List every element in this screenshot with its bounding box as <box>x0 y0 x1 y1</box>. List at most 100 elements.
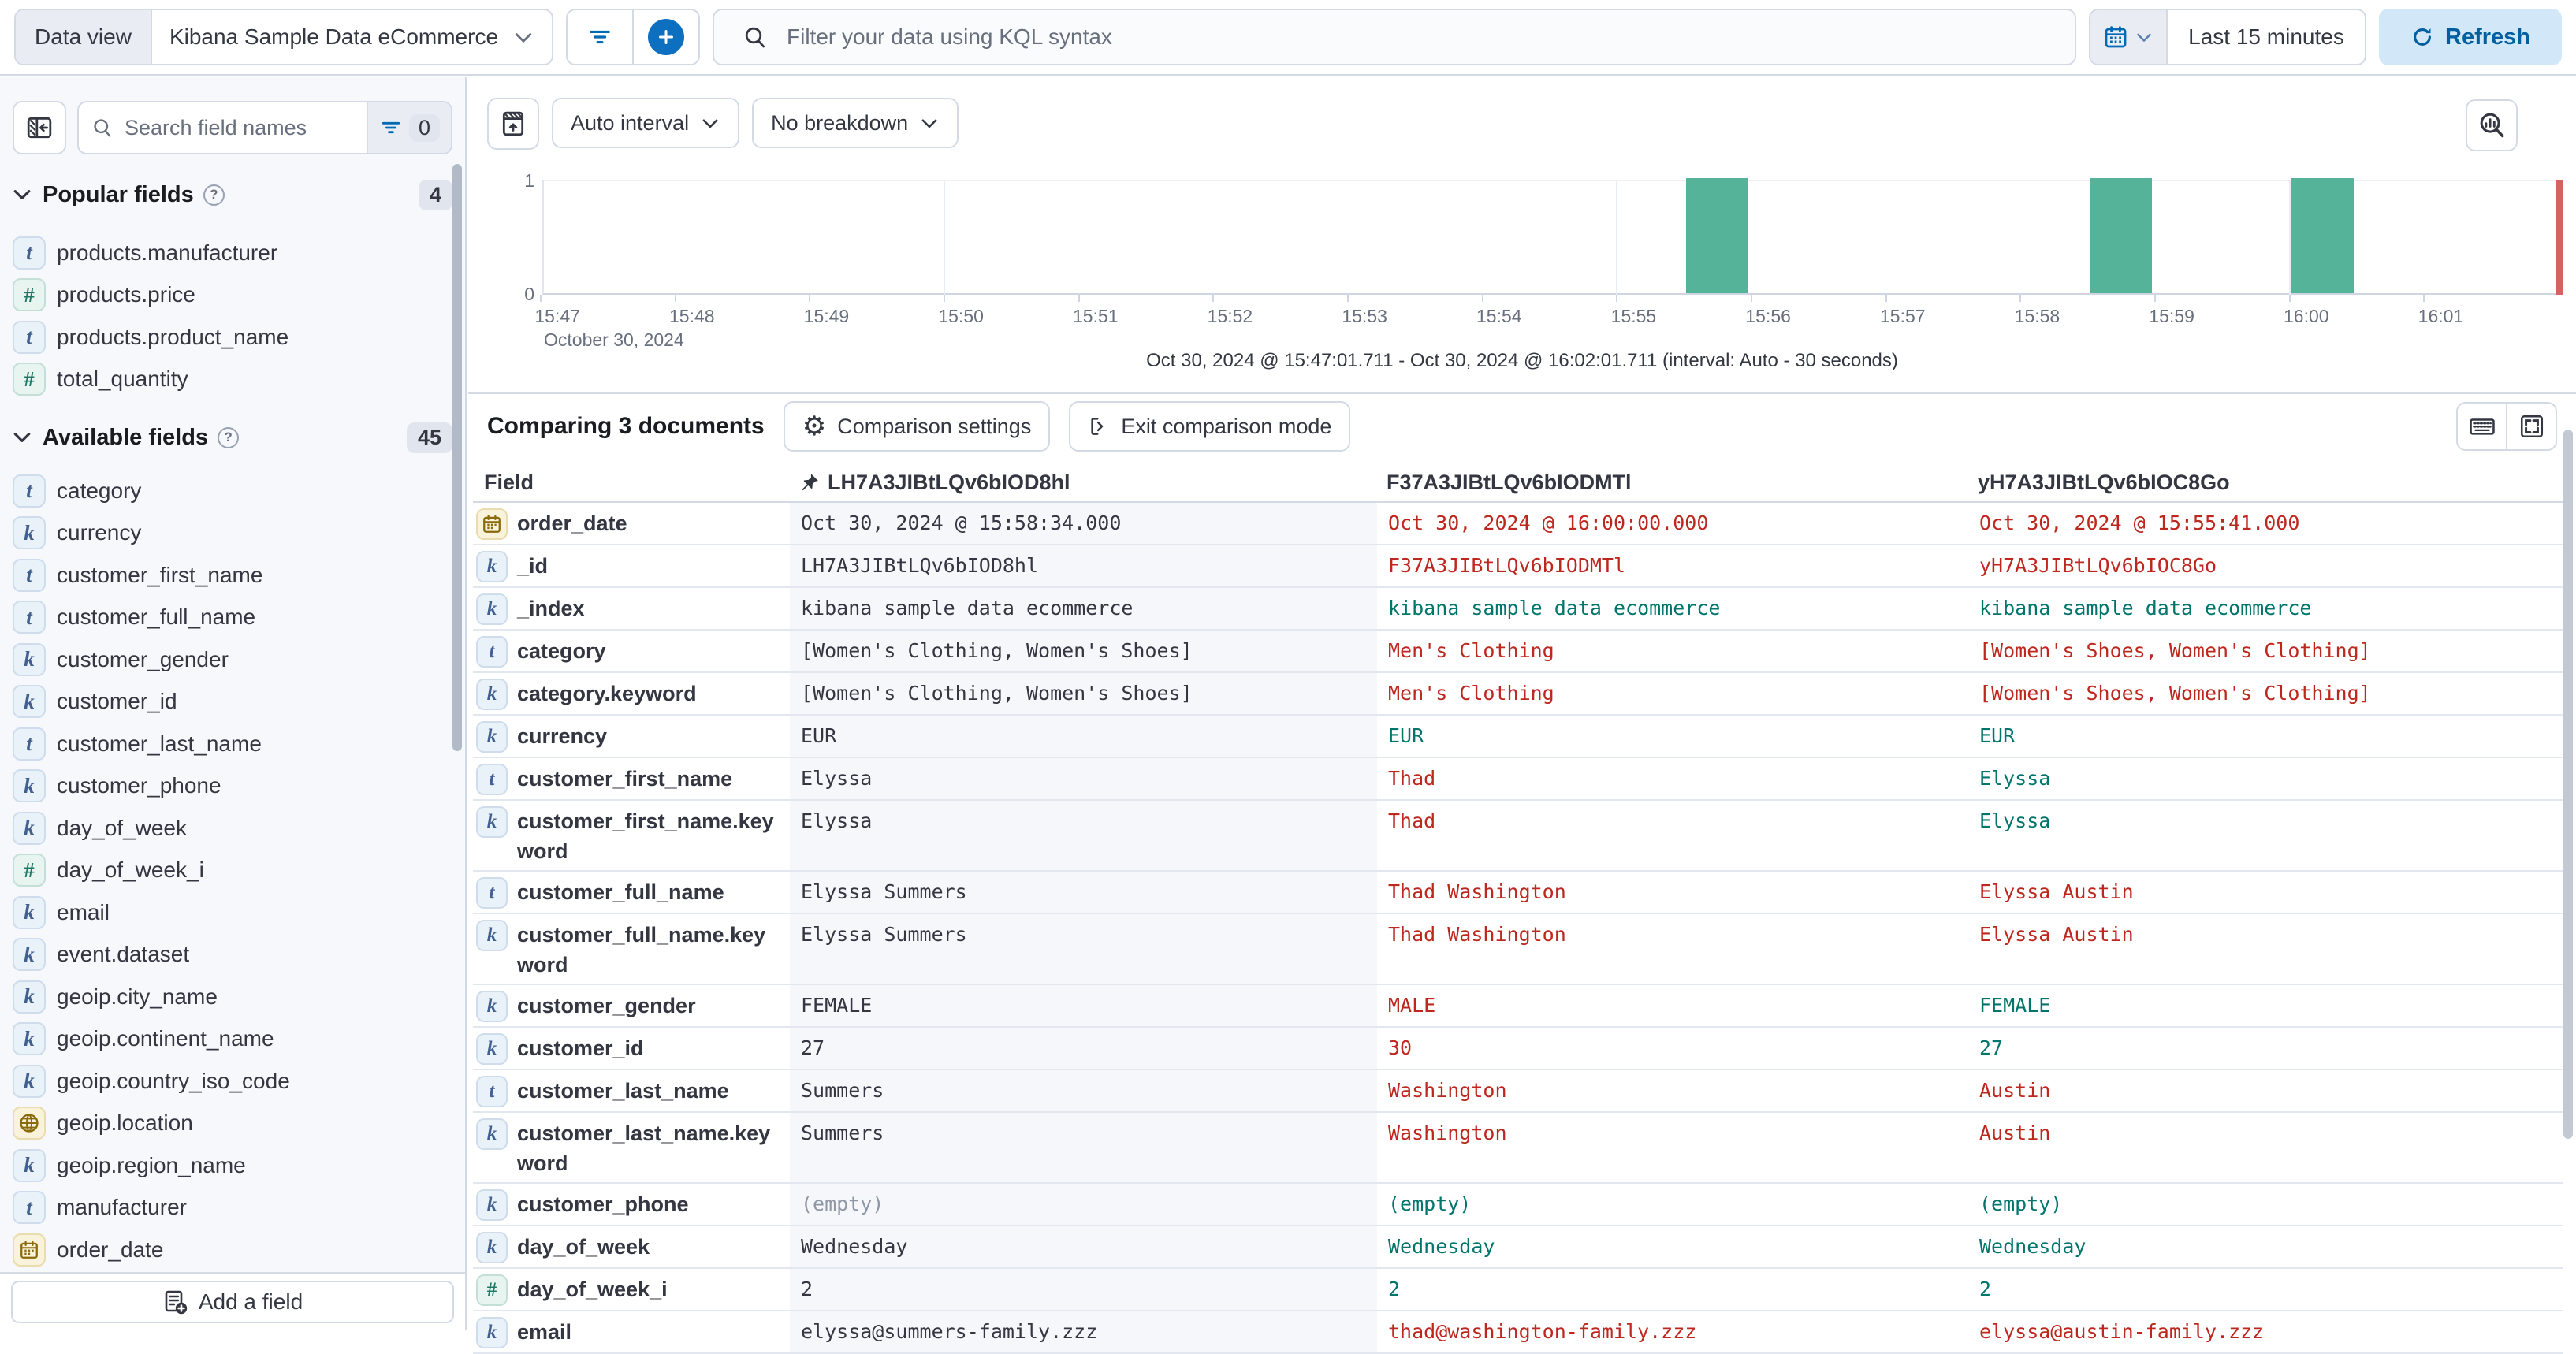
field-search-input[interactable] <box>121 115 367 140</box>
keyword-field-icon: k <box>476 1189 508 1221</box>
field-item-category[interactable]: t category <box>0 470 465 512</box>
field-name-cell[interactable]: t customer_first_name <box>473 758 790 799</box>
table-scrollbar[interactable] <box>2563 430 2573 1139</box>
field-name-cell[interactable]: t customer_last_name <box>473 1070 790 1111</box>
field-item-customer-full-name[interactable]: t customer_full_name <box>0 597 465 639</box>
date-field-icon <box>476 508 508 540</box>
field-item-products-price[interactable]: # products.price <box>0 274 465 317</box>
field-name-cell[interactable]: k customer_last_name.keyword <box>473 1113 790 1182</box>
fullscreen-icon-button[interactable] <box>2507 404 2556 449</box>
comparison-table-header: Field LH7A3JIBtLQv6bIOD8hl F37A3JIBtLQv6… <box>473 463 2563 503</box>
comparison-title: Comparing 3 documents <box>487 413 765 439</box>
field-name-cell[interactable]: k customer_full_name.keyword <box>473 914 790 984</box>
histogram-plot[interactable]: 15:47 15:48 15:49 15:50 15:51 15:52 15:53 15:54… <box>534 178 2563 326</box>
edit-visualization-button[interactable] <box>2466 99 2518 151</box>
date-picker-button[interactable] <box>2090 10 2168 64</box>
field-item-geoip-region-name[interactable]: k geoip.region_name <box>0 1144 465 1187</box>
field-name-cell[interactable]: k day_of_week <box>473 1226 790 1267</box>
doc-column-header[interactable]: yH7A3JIBtLQv6bIOC8Go <box>1978 470 2230 494</box>
histogram-bar[interactable] <box>1685 178 1749 293</box>
field-name-cell[interactable]: k currency <box>473 716 790 757</box>
current-time-marker <box>2556 180 2563 295</box>
kql-query-input[interactable] <box>787 24 2059 50</box>
table-row-customer-full-name-keyword: k customer_full_name.keyword Elyssa Summer… <box>473 914 2563 985</box>
field-name-cell[interactable]: k customer_phone <box>473 1184 790 1225</box>
histogram-bar[interactable] <box>2089 178 2153 293</box>
exit-comparison-button[interactable]: Exit comparison mode <box>1069 401 1351 452</box>
base-doc-value: Elyssa Summers <box>790 914 1377 984</box>
exit-icon <box>1088 415 1110 437</box>
add-filter-button[interactable] <box>568 10 632 64</box>
field-item-geoip-country-iso-code[interactable]: k geoip.country_iso_code <box>0 1060 465 1103</box>
field-name-cell[interactable]: # day_of_week_i <box>473 1269 790 1310</box>
field-name-cell[interactable]: k _id <box>473 545 790 586</box>
x-axis-tick-label: 15:57 <box>1880 306 1926 326</box>
field-item-event-dataset[interactable]: k event.dataset <box>0 934 465 976</box>
field-item-geoip-continent-name[interactable]: k geoip.continent_name <box>0 1018 465 1061</box>
sidebar-scrollbar[interactable] <box>452 164 462 751</box>
field-item-customer-last-name[interactable]: t customer_last_name <box>0 723 465 765</box>
doc-column-header[interactable]: F37A3JIBtLQv6bIODMTl <box>1387 470 1632 494</box>
refresh-button[interactable]: Refresh <box>2379 9 2562 65</box>
field-name-cell[interactable]: k customer_gender <box>473 985 790 1026</box>
text-field-icon: t <box>13 601 46 634</box>
field-item-customer-id[interactable]: k customer_id <box>0 681 465 723</box>
interval-select[interactable]: Auto interval <box>552 98 740 148</box>
field-name: day_of_week <box>517 1235 650 1259</box>
field-item-customer-first-name[interactable]: t customer_first_name <box>0 554 465 597</box>
field-name-cell[interactable]: order_date <box>473 503 790 544</box>
field-item-day-of-week-i[interactable]: # day_of_week_i <box>0 850 465 892</box>
field-name-cell[interactable]: k customer_id <box>473 1028 790 1069</box>
available-fields-header[interactable]: Available fields ? 45 <box>11 421 452 454</box>
chart-panel-icon <box>500 110 527 137</box>
field-name-cell[interactable]: t category <box>473 631 790 671</box>
kql-search-bar <box>713 9 2076 65</box>
field-name-cell[interactable]: k category.keyword <box>473 673 790 714</box>
comparison-settings-button[interactable]: ⚙ Comparison settings <box>783 401 1051 452</box>
data-view-select[interactable]: Kibana Sample Data eCommerce <box>152 24 552 50</box>
field-item-order-date[interactable]: order_date <box>0 1229 465 1271</box>
field-item-manufacturer[interactable]: t manufacturer <box>0 1187 465 1229</box>
field-item-label: total_quantity <box>57 366 188 392</box>
available-fields-title: Available fields <box>43 424 209 450</box>
keyboard-shortcuts-button[interactable] <box>2458 404 2506 449</box>
add-query-button[interactable] <box>634 10 698 64</box>
base-doc-value: elyssa@summers-family.zzz <box>790 1311 1377 1352</box>
field-name-cell[interactable]: k _index <box>473 588 790 629</box>
chevron-down-icon <box>2135 28 2153 46</box>
base-doc-value: Summers <box>790 1070 1377 1111</box>
hide-chart-button[interactable] <box>487 98 539 150</box>
field-item-email[interactable]: k email <box>0 891 465 934</box>
refresh-label: Refresh <box>2445 24 2530 50</box>
keyword-field-icon: k <box>13 1022 46 1056</box>
comparison-doc-value: Oct 30, 2024 @ 16:00:00.000 <box>1388 511 1709 534</box>
field-item-products-product-name[interactable]: t products.product_name <box>0 316 465 359</box>
field-item-currency[interactable]: k currency <box>0 512 465 555</box>
field-item-label: email <box>57 899 110 924</box>
comparison-doc-value: FEMALE <box>1979 994 2051 1017</box>
field-item-geoip-location[interactable]: geoip.location <box>0 1103 465 1145</box>
comparison-doc-value: Wednesday <box>1979 1235 2086 1258</box>
field-item-total-quantity[interactable]: # total_quantity <box>0 359 465 401</box>
field-name-cell[interactable]: k email <box>473 1311 790 1352</box>
histogram-bar[interactable] <box>2291 178 2355 293</box>
popular-fields-header[interactable]: Popular fields ? 4 <box>11 178 452 211</box>
fields-sidebar: 0 Popular fields ? 4 t products.manufactu… <box>0 77 467 1330</box>
field-item-label: geoip.city_name <box>57 984 218 1009</box>
field-item-geoip-city-name[interactable]: k geoip.city_name <box>0 976 465 1018</box>
exit-comparison-label: Exit comparison mode <box>1121 414 1332 438</box>
time-range-value[interactable]: Last 15 minutes <box>2188 24 2344 49</box>
pinned-doc-column-header[interactable]: LH7A3JIBtLQv6bIOD8hl <box>790 471 1377 495</box>
field-item-products-manufacturer[interactable]: t products.manufacturer <box>0 232 465 274</box>
chart-time-range-subtitle: Oct 30, 2024 @ 15:47:01.711 - Oct 30, 20… <box>1146 350 1898 371</box>
field-item-day-of-week[interactable]: k day_of_week <box>0 807 465 850</box>
x-axis-tick <box>2154 295 2157 302</box>
breakdown-select[interactable]: No breakdown <box>752 98 959 148</box>
field-item-customer-phone[interactable]: k customer_phone <box>0 765 465 808</box>
collapse-sidebar-button[interactable] <box>13 101 66 154</box>
field-name-cell[interactable]: t customer_full_name <box>473 872 790 913</box>
field-filter-button[interactable]: 0 <box>366 102 451 153</box>
add-field-button[interactable]: Add a field <box>11 1281 454 1323</box>
field-name-cell[interactable]: k customer_first_name.keyword <box>473 801 790 870</box>
field-item-customer-gender[interactable]: k customer_gender <box>0 638 465 681</box>
